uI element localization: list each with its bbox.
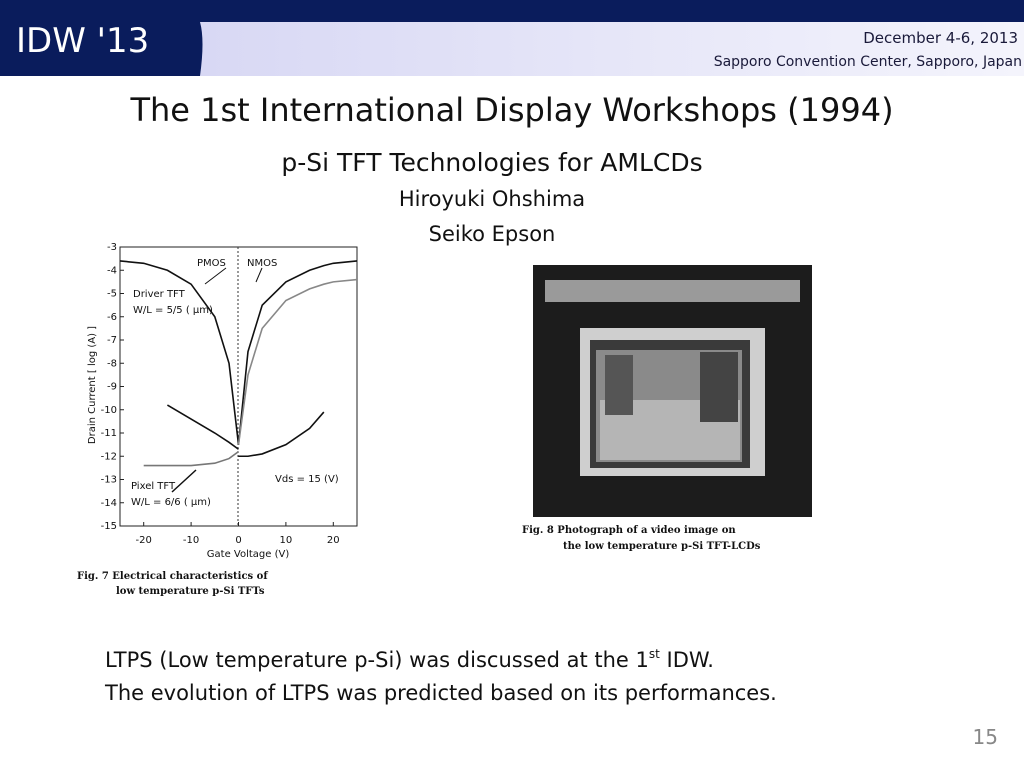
logo: IDW '13	[16, 21, 149, 61]
y-tick-label: -5	[107, 289, 117, 300]
annotation: NMOS	[247, 258, 277, 269]
header-venue: Sapporo Convention Center, Sapporo, Japa…	[714, 54, 1022, 70]
figure-8	[533, 265, 812, 517]
x-tick-label: 10	[280, 535, 293, 546]
y-tick-label: -13	[101, 475, 117, 486]
x-tick-label: -20	[136, 535, 152, 546]
fig7-caption: low temperature p-Si TFTs	[116, 586, 265, 597]
affiliation: Seiko Epson	[429, 222, 556, 246]
curve	[238, 411, 325, 458]
subtitle: p-Si TFT Technologies for AMLCDs	[281, 148, 702, 177]
y-tick-label: -3	[107, 242, 117, 253]
page-number: 15	[973, 725, 998, 749]
annotation: W/L = 5/5 ( μm)	[133, 305, 213, 316]
curve	[143, 450, 239, 467]
x-axis-label: Gate Voltage (V)	[207, 549, 290, 560]
y-tick-label: -10	[101, 405, 117, 416]
curve	[237, 278, 358, 445]
superscript: st	[649, 647, 660, 661]
y-axis-label: Drain Current [ log (A) ]	[87, 326, 98, 444]
fig8-caption: Fig. 8 Photograph of a video image on	[522, 525, 736, 536]
y-tick-label: -11	[101, 428, 117, 439]
annotation: Driver TFT	[133, 289, 186, 300]
y-tick-label: -15	[101, 521, 117, 532]
slide-title: The 1st International Display Workshops …	[129, 91, 893, 129]
y-tick-label: -12	[101, 451, 117, 462]
body-text: IDW.	[660, 648, 714, 672]
y-tick-label: -6	[107, 312, 117, 323]
annotation: Pixel TFT	[131, 481, 176, 492]
annotation: Vds = 15 (V)	[275, 474, 339, 485]
author: Hiroyuki Ohshima	[399, 187, 585, 211]
curve	[237, 260, 358, 445]
fig8-caption: the low temperature p-Si TFT-LCDs	[563, 541, 761, 552]
fig7-caption: Fig. 7 Electrical characteristics of	[77, 571, 268, 582]
y-tick-label: -4	[107, 265, 117, 276]
y-tick-label: -9	[107, 382, 117, 393]
x-tick-label: 0	[235, 535, 241, 546]
x-tick-label: 20	[327, 535, 340, 546]
header-date: December 4-6, 2013	[863, 29, 1018, 47]
header-panel	[200, 22, 1024, 76]
body-line: LTPS (Low temperature p-Si) was discusse…	[105, 647, 714, 672]
figure-7: -3 -4 -5 -6 -7 -8 -9 -10 -11 -12 -13 -14 -15 -20 -10 0 1…	[87, 242, 358, 560]
y-tick-label: -8	[107, 358, 117, 369]
curve	[119, 260, 240, 445]
body-line: The evolution of LTPS was predicted base…	[104, 681, 777, 705]
annotation: W/L = 6/6 ( μm)	[131, 497, 211, 508]
x-tick-label: -10	[183, 535, 199, 546]
y-tick-label: -14	[101, 498, 117, 509]
curve	[166, 404, 239, 450]
y-tick-label: -7	[107, 335, 117, 346]
body-text: LTPS (Low temperature p-Si) was discusse…	[105, 648, 649, 672]
annotation: PMOS	[197, 258, 226, 269]
